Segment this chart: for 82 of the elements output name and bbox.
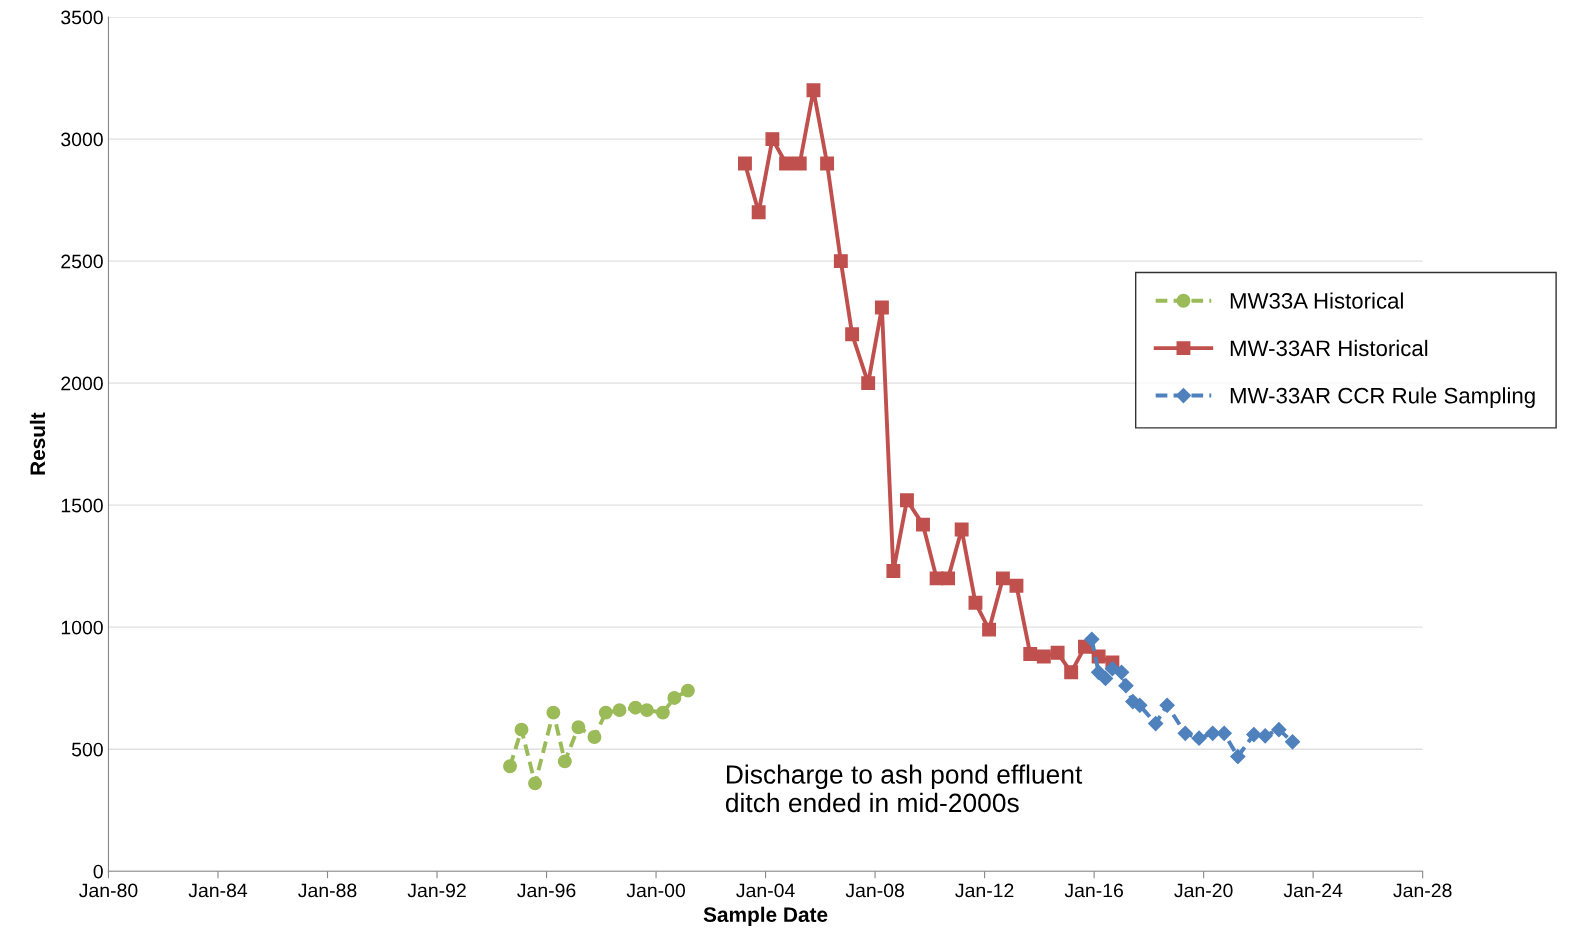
legend-label: MW33A Historical [1230, 292, 1403, 309]
point [503, 759, 517, 774]
point [1097, 670, 1114, 686]
point [792, 156, 807, 171]
y-axis-title: Result [29, 412, 46, 475]
legend-label: MW-33AR CCR Rule Sampling [1230, 387, 1535, 408]
point [1284, 734, 1301, 750]
point [655, 705, 670, 720]
point [1084, 631, 1100, 647]
y-tick-label: 1000 [61, 620, 103, 635]
point [941, 571, 956, 586]
y-tick-label: 1500 [61, 498, 103, 513]
x-tick-label: Jan-16 [1064, 883, 1123, 898]
point [667, 690, 682, 705]
y-tick-label: 2000 [61, 376, 103, 391]
x-tick-label: Jan-00 [626, 883, 686, 898]
point [1246, 726, 1262, 743]
point [1132, 697, 1148, 713]
point [1104, 661, 1120, 677]
point [861, 376, 876, 391]
x-tick-label: Jan-04 [736, 883, 795, 898]
point [765, 132, 780, 147]
point [1148, 715, 1164, 732]
x-tick-label: Jan-84 [188, 883, 248, 898]
point [557, 754, 572, 769]
point [546, 705, 561, 720]
point [1177, 725, 1193, 741]
x-axis-title: Sample Date [703, 906, 828, 927]
y-tick-label: 3000 [61, 132, 103, 147]
point [779, 156, 794, 171]
point [1050, 645, 1065, 660]
x-tick-label: Jan-08 [845, 883, 904, 898]
point [612, 703, 627, 718]
point [806, 83, 821, 98]
point [751, 205, 766, 220]
y-tick-label: 0 [93, 864, 103, 879]
point [845, 327, 860, 342]
x-tick-label: Jan-88 [298, 883, 357, 898]
point [514, 722, 529, 737]
x-tick-label: Jan-80 [79, 883, 138, 898]
point [680, 683, 695, 698]
x-tick-label: Jan-24 [1283, 883, 1343, 898]
point [571, 720, 586, 735]
point [528, 776, 543, 791]
point [1257, 728, 1273, 744]
point [1113, 664, 1130, 680]
point [1191, 730, 1207, 746]
point [820, 156, 835, 171]
point [886, 564, 901, 578]
x-tick-label: Jan-20 [1174, 883, 1233, 898]
annotation: Discharge to ash pond effluent ditch ended in mid-2000s [725, 764, 1083, 813]
point [639, 703, 654, 718]
y-tick-label: 3500 [61, 10, 103, 25]
y-tick-label: 2500 [61, 254, 103, 269]
point [916, 517, 930, 532]
point [1064, 665, 1079, 680]
point [587, 730, 602, 744]
x-tick-label: Jan-28 [1393, 883, 1452, 898]
point [968, 595, 983, 610]
point [1159, 697, 1175, 713]
point [1023, 647, 1038, 661]
point [1271, 722, 1287, 738]
point [982, 622, 997, 637]
point [1230, 748, 1246, 765]
y-tick-label: 500 [71, 742, 103, 757]
point [995, 571, 1010, 586]
point [954, 522, 969, 537]
x-tick-label: Jan-96 [517, 883, 576, 898]
point [598, 705, 613, 720]
point [874, 300, 889, 315]
point [833, 254, 848, 269]
point [628, 700, 643, 715]
x-tick-label: Jan-12 [955, 883, 1014, 898]
legend-label: MW-33AR Historical [1230, 339, 1428, 357]
point [899, 493, 914, 508]
point [1216, 725, 1232, 741]
point [1205, 725, 1221, 741]
point [1036, 649, 1051, 664]
point [1118, 678, 1134, 694]
point [738, 156, 752, 171]
point [1009, 578, 1024, 593]
x-tick-label: Jan-92 [407, 883, 466, 898]
